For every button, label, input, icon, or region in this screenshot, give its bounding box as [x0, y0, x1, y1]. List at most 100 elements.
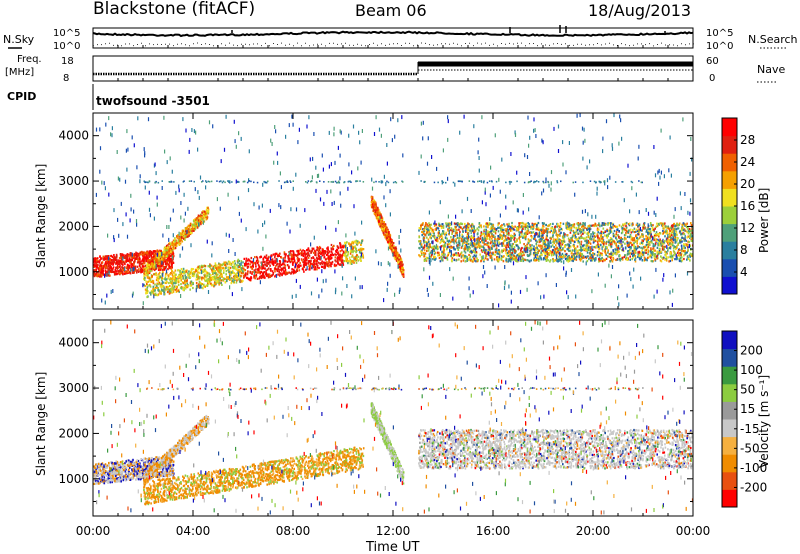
data-cell — [170, 287, 172, 291]
data-cell — [316, 259, 318, 262]
data-cell — [136, 252, 139, 255]
data-cell — [174, 237, 176, 240]
data-cell — [158, 260, 160, 263]
data-cell — [284, 273, 287, 276]
data-cell — [199, 282, 202, 285]
data-cell — [147, 268, 149, 271]
data-cell — [201, 211, 203, 214]
data-cell — [384, 233, 386, 236]
data-cell — [115, 270, 117, 274]
data-cell — [170, 267, 172, 270]
data-cell — [489, 227, 492, 230]
data-cell — [314, 252, 317, 255]
data-cell — [563, 238, 565, 241]
data-cell — [170, 254, 173, 257]
data-cell — [339, 256, 342, 259]
data-cell — [275, 268, 278, 271]
data-cell — [116, 272, 119, 275]
data-cell — [96, 261, 99, 264]
data-cell — [607, 223, 609, 226]
data-cell — [340, 263, 342, 266]
data-cell — [337, 246, 340, 250]
data-cell — [259, 267, 261, 270]
data-cell — [247, 270, 249, 273]
data-cell — [156, 251, 158, 254]
data-cell — [380, 220, 383, 223]
data-cell — [129, 265, 131, 268]
data-cell — [307, 262, 310, 265]
data-cell — [312, 247, 315, 250]
data-cell — [484, 251, 486, 254]
data-cell — [151, 279, 154, 282]
data-cell — [178, 237, 180, 241]
data-cell — [265, 274, 268, 277]
data-cell — [184, 271, 186, 274]
cpid-value: twofsound -3501 — [96, 94, 210, 108]
data-cell — [220, 266, 222, 269]
data-cell — [278, 271, 280, 274]
data-cell — [122, 260, 125, 264]
data-cell — [116, 266, 118, 269]
data-cell — [356, 254, 358, 257]
data-cell — [203, 283, 205, 286]
data-cell — [166, 290, 169, 294]
data-cell — [520, 259, 523, 262]
data-cell — [97, 271, 99, 274]
data-cell — [237, 271, 239, 274]
data-cell — [109, 263, 111, 266]
data-cell — [328, 260, 331, 263]
data-cell — [174, 285, 176, 288]
data-cell — [157, 256, 160, 259]
data-cell — [342, 262, 344, 265]
data-cell — [100, 271, 102, 275]
data-cell — [284, 259, 286, 262]
data-cell — [189, 232, 192, 236]
data-cell — [310, 259, 312, 262]
data-cell — [356, 241, 359, 244]
data-cell — [152, 260, 154, 263]
data-cell — [143, 283, 145, 286]
data-cell — [310, 251, 313, 254]
data-cell — [228, 268, 231, 271]
data-cell — [125, 272, 128, 275]
data-cell — [286, 264, 289, 267]
data-cell — [377, 206, 379, 209]
data-cell — [389, 239, 392, 242]
data-cell — [398, 253, 400, 256]
data-cell — [215, 268, 218, 271]
data-cell — [202, 215, 205, 218]
data-cell — [551, 244, 554, 247]
data-cell — [110, 268, 113, 271]
data-cell — [133, 254, 136, 257]
data-cell — [122, 267, 124, 270]
data-cell — [179, 242, 182, 245]
data-cell — [120, 255, 122, 258]
data-cell — [174, 278, 176, 281]
data-cell — [640, 246, 642, 249]
data-cell — [205, 208, 208, 211]
data-cell — [381, 219, 384, 222]
data-cell — [140, 253, 142, 256]
data-cell — [270, 268, 272, 271]
data-cell — [362, 248, 365, 251]
data-cell — [480, 260, 482, 263]
data-cell — [340, 254, 343, 257]
data-cell — [149, 280, 152, 283]
data-cell — [133, 260, 136, 263]
data-cell — [234, 278, 236, 281]
data-cell — [169, 262, 171, 265]
data-cell — [261, 273, 264, 276]
data-cell — [283, 271, 286, 274]
data-cell — [181, 233, 183, 236]
data-cell — [389, 234, 391, 237]
data-cell — [110, 254, 113, 257]
data-cell — [169, 267, 171, 270]
data-cell — [112, 267, 114, 270]
data-cell — [244, 274, 247, 277]
data-cell — [351, 259, 353, 263]
data-cell — [280, 269, 283, 272]
station-title: Blackstone (fitACF) — [93, 0, 255, 19]
data-cell — [274, 275, 276, 278]
data-cell — [344, 254, 346, 257]
data-cell — [162, 271, 164, 274]
